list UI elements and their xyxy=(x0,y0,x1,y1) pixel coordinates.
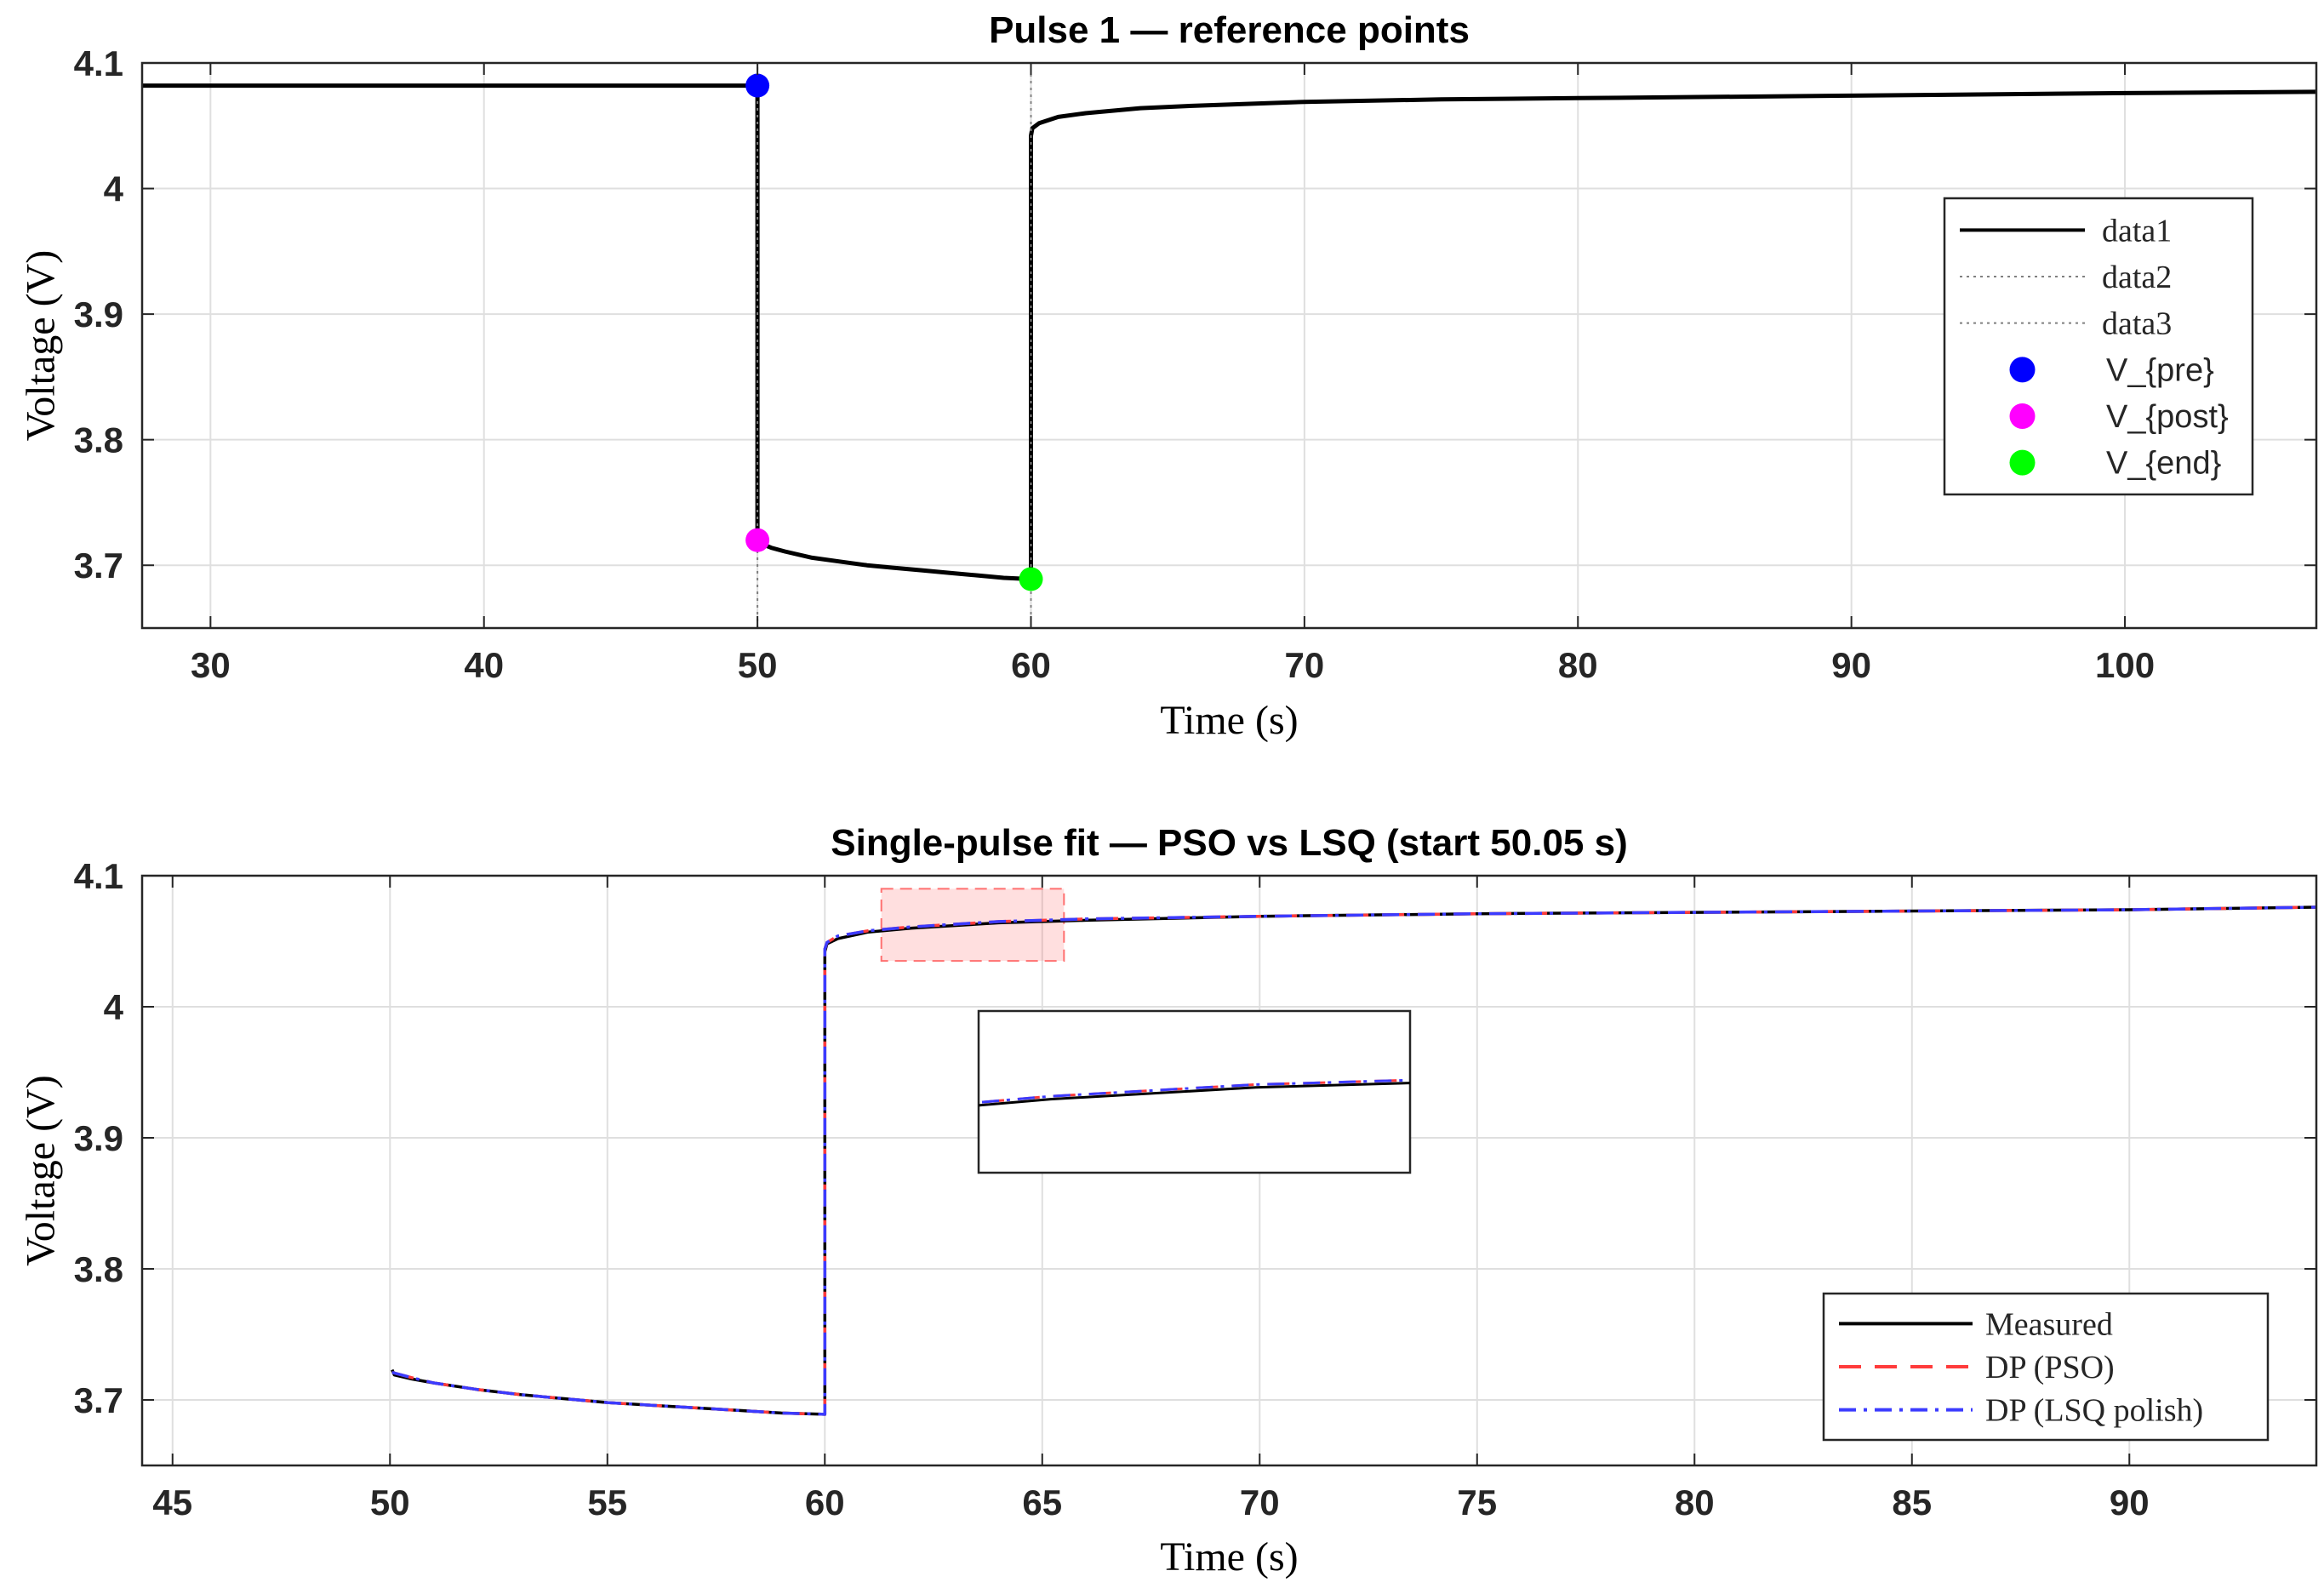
axes-box xyxy=(140,61,2318,630)
legend-marker-v-pre- xyxy=(2009,357,2036,383)
y-tick-label: 4 xyxy=(104,169,124,209)
x-tick-label: 45 xyxy=(152,1482,192,1522)
x-tick-label: 30 xyxy=(191,645,231,685)
data-point-v-post- xyxy=(745,528,770,552)
legend-box xyxy=(1822,1292,2270,1442)
legend-marker-v-post- xyxy=(2009,403,2036,429)
inset-series-group xyxy=(979,1078,1410,1107)
y-tick-label: 3.9 xyxy=(74,1118,123,1158)
y-tick-label: 4.1 xyxy=(74,856,123,896)
chart-title: Single-pulse fit — PSO vs LSQ (start 50.… xyxy=(831,822,1627,864)
x-tick-label: 50 xyxy=(738,645,778,685)
plot-series-group xyxy=(391,905,2316,1416)
inset-line-measured xyxy=(979,1082,1410,1107)
legend-label-data2: data2 xyxy=(2102,260,2172,295)
y-tick-label: 3.8 xyxy=(74,420,123,460)
data-point-v-pre- xyxy=(745,73,770,98)
y-tick-label: 4.1 xyxy=(74,43,123,83)
x-tick-label: 50 xyxy=(370,1482,410,1522)
y-tick-label: 3.9 xyxy=(74,294,123,334)
plot-series-group xyxy=(142,63,2316,628)
x-tick-label: 60 xyxy=(1011,645,1051,685)
legend-label-measured: Measured xyxy=(1985,1306,2113,1342)
y-tick-label: 4 xyxy=(104,987,124,1027)
x-tick-label: 65 xyxy=(1022,1482,1062,1522)
x-axis-label: Time (s) xyxy=(1160,698,1298,743)
legend-label-data1: data1 xyxy=(2102,213,2172,248)
legend-marker-v-end- xyxy=(2009,449,2036,476)
legend-label-v-pre-: V_{pre} xyxy=(2106,352,2214,388)
x-tick-label: 70 xyxy=(1240,1482,1280,1522)
data-point-v-end- xyxy=(1019,567,1043,591)
legend: Measured DP (PSO) DP (LSQ polish) xyxy=(1822,1292,2270,1442)
y-tick-label: 3.7 xyxy=(74,546,123,586)
x-tick-label: 55 xyxy=(587,1482,627,1522)
x-tick-label: 90 xyxy=(1831,645,1871,685)
inset-line-dp-pso- xyxy=(979,1078,1410,1104)
legend-label-v-end-: V_{end} xyxy=(2106,446,2221,482)
legend-label-v-post-: V_{post} xyxy=(2106,399,2229,435)
x-tick-label: 100 xyxy=(2095,645,2155,685)
y-tick-label: 3.8 xyxy=(74,1249,123,1289)
x-tick-label: 40 xyxy=(464,645,504,685)
x-axis-label: Time (s) xyxy=(1160,1534,1298,1579)
chart-pulse-reference-points: 30 40 50 60 70 80 90 100 3.7 3.8 3.9 4 4.1 Pulse 1 — … xyxy=(19,9,2318,743)
inset-zoom xyxy=(977,1009,1412,1174)
legend-box xyxy=(1943,197,2254,496)
series-line-dp-lsq-polish- xyxy=(391,905,2316,1416)
x-tick-label: 75 xyxy=(1457,1482,1497,1522)
axes-box xyxy=(140,874,2318,1467)
x-tick-label: 90 xyxy=(2110,1482,2150,1522)
x-tick-label: 85 xyxy=(1892,1482,1932,1522)
series-line-data1 xyxy=(142,83,2316,581)
x-tick-label: 80 xyxy=(1675,1482,1715,1522)
y-axis-label: Voltage (V) xyxy=(19,250,64,441)
legend-label-dp-lsq-polish-: DP (LSQ polish) xyxy=(1985,1393,2203,1429)
y-tick-label: 3.7 xyxy=(74,1380,123,1420)
x-tick-label: 80 xyxy=(1558,645,1598,685)
legend-label-dp-pso-: DP (PSO) xyxy=(1985,1350,2115,1385)
legend: data1 data2 data3 V_{pre} V_{post} V_{end} xyxy=(1943,197,2254,496)
chart-title: Pulse 1 — reference points xyxy=(989,9,1470,51)
chart-single-pulse-fit: 45 50 55 60 65 70 75 80 85 90 3.7 3.8 3.9 4 4.1 Single-… xyxy=(19,822,2318,1579)
y-axis-label: Voltage (V) xyxy=(19,1075,64,1265)
legend-label-data3: data3 xyxy=(2102,306,2172,342)
x-tick-label: 70 xyxy=(1285,645,1325,685)
x-tick-label: 60 xyxy=(805,1482,845,1522)
